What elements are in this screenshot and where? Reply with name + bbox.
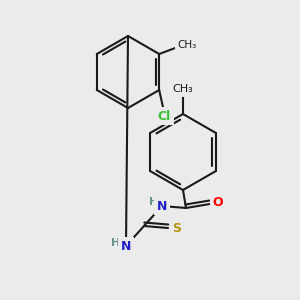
Text: H: H bbox=[111, 238, 121, 248]
Text: CH₃: CH₃ bbox=[177, 40, 196, 50]
Text: N: N bbox=[121, 239, 131, 253]
Text: O: O bbox=[213, 196, 223, 209]
Text: H: H bbox=[149, 197, 159, 207]
Text: CH₃: CH₃ bbox=[172, 84, 194, 94]
Text: N: N bbox=[157, 200, 167, 212]
Text: S: S bbox=[172, 221, 182, 235]
Text: Cl: Cl bbox=[158, 110, 171, 122]
